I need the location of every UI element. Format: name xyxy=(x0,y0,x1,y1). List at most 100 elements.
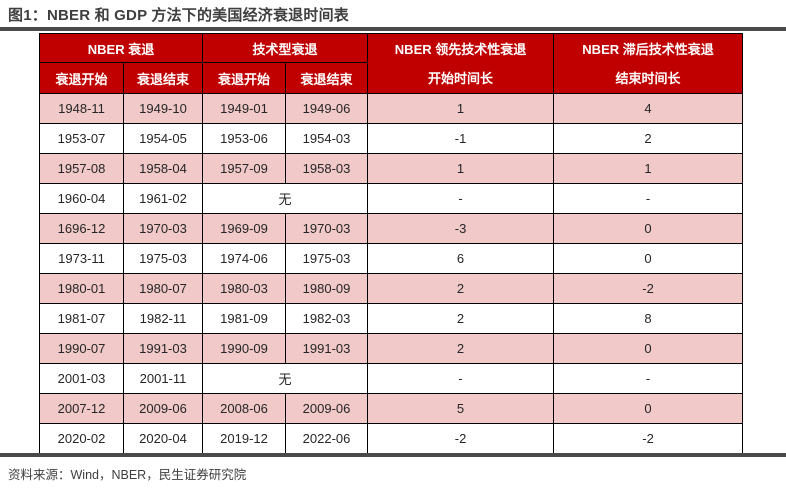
table-cell: 1949-06 xyxy=(285,93,369,124)
header-technical-recession: 技术型衰退 xyxy=(202,33,369,63)
table-cell: - xyxy=(367,363,555,394)
table-cell: 1980-03 xyxy=(202,273,287,304)
table-cell: 6 xyxy=(367,243,555,274)
table-row: 1696-12 1970-03 1969-09 1970-03 -3 0 xyxy=(39,213,744,244)
table-row: 1973-11 1975-03 1974-06 1975-03 6 0 xyxy=(39,243,744,274)
table-cell: -2 xyxy=(553,423,744,454)
table-cell: 2009-06 xyxy=(122,393,204,424)
bottom-rule xyxy=(0,453,786,457)
table-cell: 1953-06 xyxy=(202,123,287,154)
table-row: 1948-11 1949-10 1949-01 1949-06 1 4 xyxy=(39,93,744,124)
header-row-groups: NBER 衰退 技术型衰退 NBER 领先技术性衰退 开始时间长 NBER 滞后… xyxy=(38,33,744,94)
page-title: 图1：NBER 和 GDP 方法下的美国经济衰退时间表 xyxy=(8,7,349,24)
table-cell: 2007-12 xyxy=(39,393,124,424)
header-nber-lead: NBER 领先技术性衰退 开始时间长 xyxy=(367,33,555,94)
table-cell: 0 xyxy=(553,393,744,424)
header-nber-recession: NBER 衰退 xyxy=(38,33,204,63)
table-cell: 1960-04 xyxy=(39,183,124,214)
table-container: NBER 衰退 技术型衰退 NBER 领先技术性衰退 开始时间长 NBER 滞后… xyxy=(38,33,786,454)
table-cell: 1 xyxy=(367,153,555,184)
table-cell: 1981-09 xyxy=(202,303,287,334)
header-recession-end-2: 衰退结束 xyxy=(285,62,369,94)
table-cell: 1982-03 xyxy=(285,303,369,334)
table-body: 1948-11 1949-10 1949-01 1949-06 1 4 1953-07 195… xyxy=(39,93,744,454)
table-cell: 4 xyxy=(553,93,744,124)
table-cell: 1975-03 xyxy=(285,243,369,274)
header-recession-start-1: 衰退开始 xyxy=(39,62,124,94)
table-cell: 无 xyxy=(202,183,369,214)
table-cell: 1981-07 xyxy=(39,303,124,334)
table-cell: 1974-06 xyxy=(202,243,287,274)
table-row: 1960-04 1961-02 无 - - xyxy=(39,183,744,214)
table-row: 1957-08 1958-04 1957-09 1958-03 1 1 xyxy=(39,153,744,184)
table-row: 2001-03 2001-11 无 - - xyxy=(39,363,744,394)
header-recession-end-1: 衰退结束 xyxy=(122,62,204,94)
table-cell: 1961-02 xyxy=(122,183,204,214)
table-cell: 2001-03 xyxy=(39,363,124,394)
table-row: 1990-07 1991-03 1990-09 1991-03 2 0 xyxy=(39,333,744,364)
table-cell: 2 xyxy=(367,333,555,364)
table-cell: 1949-10 xyxy=(122,93,204,124)
table-cell: 2 xyxy=(367,303,555,334)
table-cell: 1954-05 xyxy=(122,123,204,154)
table-cell: 1948-11 xyxy=(39,93,124,124)
table-cell: 2 xyxy=(553,123,744,154)
table-cell: 1957-08 xyxy=(39,153,124,184)
table-cell: -2 xyxy=(553,273,744,304)
table-row: 1953-07 1954-05 1953-06 1954-03 -1 2 xyxy=(39,123,744,154)
header-recession-start-2: 衰退开始 xyxy=(202,62,287,94)
table-cell: -2 xyxy=(367,423,555,454)
table-cell: 1990-07 xyxy=(39,333,124,364)
table-cell: 1980-09 xyxy=(285,273,369,304)
table-cell: 1973-11 xyxy=(39,243,124,274)
table-cell: 无 xyxy=(202,363,369,394)
table-cell: 1954-03 xyxy=(285,123,369,154)
table-cell: 2001-11 xyxy=(122,363,204,394)
table-header: NBER 衰退 技术型衰退 NBER 领先技术性衰退 开始时间长 NBER 滞后… xyxy=(38,33,744,94)
table-cell: 1970-03 xyxy=(285,213,369,244)
recession-table: NBER 衰退 技术型衰退 NBER 领先技术性衰退 开始时间长 NBER 滞后… xyxy=(38,33,744,454)
table-cell: 1 xyxy=(367,93,555,124)
table-cell: - xyxy=(367,183,555,214)
table-row: 2007-12 2009-06 2008-06 2009-06 5 0 xyxy=(39,393,744,424)
table-cell: -1 xyxy=(367,123,555,154)
table-cell: 1969-09 xyxy=(202,213,287,244)
header-nber-lead-line2: 开始时间长 xyxy=(428,70,494,86)
table-cell: 1991-03 xyxy=(122,333,204,364)
table-cell: - xyxy=(553,183,744,214)
table-cell: 5 xyxy=(367,393,555,424)
table-cell: 8 xyxy=(553,303,744,334)
table-cell: 1990-09 xyxy=(202,333,287,364)
table-cell: 1975-03 xyxy=(122,243,204,274)
table-cell: 1957-09 xyxy=(202,153,287,184)
table-cell: 1982-11 xyxy=(122,303,204,334)
table-cell: 2022-06 xyxy=(285,423,369,454)
table-cell: -3 xyxy=(367,213,555,244)
table-row: 2020-02 2020-04 2019-12 2022-06 -2 -2 xyxy=(39,423,744,454)
table-cell: 0 xyxy=(553,213,744,244)
table-row: 1980-01 1980-07 1980-03 1980-09 2 -2 xyxy=(39,273,744,304)
table-cell: 2020-02 xyxy=(39,423,124,454)
table-cell: 0 xyxy=(553,243,744,274)
table-cell: 2019-12 xyxy=(202,423,287,454)
table-cell: 2008-06 xyxy=(202,393,287,424)
table-cell: 0 xyxy=(553,333,744,364)
table-cell: - xyxy=(553,363,744,394)
table-cell: 1696-12 xyxy=(39,213,124,244)
table-cell: 1 xyxy=(553,153,744,184)
table-cell: 1991-03 xyxy=(285,333,369,364)
table-cell: 2 xyxy=(367,273,555,304)
header-nber-lag-line2: 结束时间长 xyxy=(615,70,681,86)
source-note: 资料来源：Wind，NBER，民生证券研究院 xyxy=(8,468,247,482)
table-cell: 2020-04 xyxy=(122,423,204,454)
table-cell: 1953-07 xyxy=(39,123,124,154)
table-cell: 1970-03 xyxy=(122,213,204,244)
table-cell: 2009-06 xyxy=(285,393,369,424)
table-cell: 1958-04 xyxy=(122,153,204,184)
table-cell: 1980-01 xyxy=(39,273,124,304)
table-cell: 1949-01 xyxy=(202,93,287,124)
header-nber-lag: NBER 滞后技术性衰退 结束时间长 xyxy=(553,33,744,94)
table-cell: 1980-07 xyxy=(122,273,204,304)
header-row-sub: 衰退开始 衰退结束 衰退开始 衰退结束 xyxy=(39,62,743,94)
